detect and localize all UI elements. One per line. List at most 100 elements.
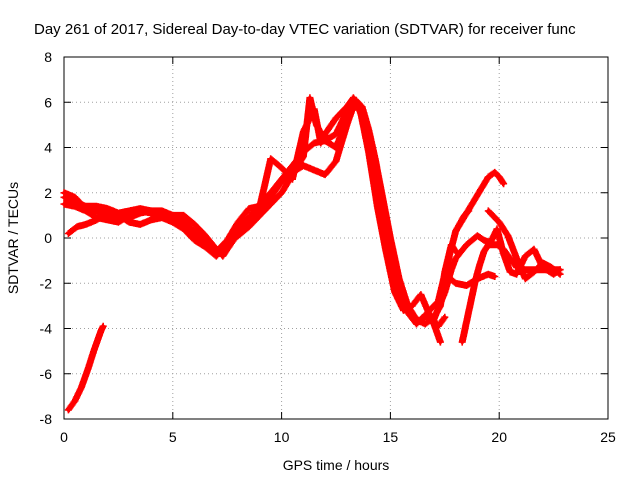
data-point — [86, 367, 90, 372]
series-track-10 — [484, 207, 564, 283]
data-point — [99, 328, 103, 333]
data-point — [105, 211, 110, 215]
y-tick-label: -4 — [40, 321, 53, 337]
x-tick-label: 20 — [491, 429, 507, 445]
data-point — [443, 272, 447, 277]
data-point — [105, 218, 110, 222]
data-point — [371, 150, 375, 154]
series-track-5 — [64, 94, 444, 346]
data-point — [414, 322, 419, 326]
plus-markers — [64, 94, 444, 346]
data-point — [181, 218, 186, 222]
data-point — [464, 283, 469, 288]
data-point — [469, 299, 473, 304]
data-point — [268, 202, 273, 206]
data-point — [181, 227, 186, 231]
y-tick-label: 2 — [44, 185, 52, 201]
series-track-9 — [452, 168, 508, 235]
data-point — [497, 220, 502, 224]
x-tick-label: 0 — [60, 429, 68, 445]
data-point — [423, 322, 428, 326]
data-point — [94, 218, 99, 222]
data-point — [79, 385, 84, 390]
data-point — [334, 116, 338, 120]
data-point — [62, 190, 66, 195]
data-point — [486, 272, 491, 277]
data-point — [334, 132, 338, 136]
data-point — [475, 276, 480, 281]
data-point — [301, 154, 306, 159]
data-point — [432, 317, 436, 322]
data-point — [453, 256, 458, 261]
data-point — [445, 263, 449, 267]
data-point — [495, 242, 499, 247]
x-tick-label: 15 — [383, 429, 399, 445]
data-point — [218, 249, 223, 254]
data-point — [214, 254, 219, 258]
data-point — [540, 261, 545, 265]
data-point — [318, 141, 323, 145]
y-tick-label: -8 — [40, 411, 53, 427]
data-point — [73, 399, 77, 403]
data-point — [540, 267, 545, 272]
data-point — [192, 222, 197, 227]
data-point — [236, 233, 240, 238]
data-point — [523, 254, 528, 258]
data-point — [62, 195, 66, 200]
data-point — [514, 272, 519, 277]
data-point — [127, 220, 132, 224]
data-point — [501, 247, 506, 252]
data-point — [171, 220, 175, 224]
data-point — [523, 276, 528, 281]
data-point — [66, 408, 71, 412]
data-point — [203, 245, 208, 249]
data-point — [475, 193, 480, 197]
data-point — [443, 290, 447, 295]
x-axis-label: GPS time / hours — [283, 457, 390, 473]
data-point — [490, 242, 495, 247]
grid-lines — [64, 57, 608, 419]
data-point — [334, 159, 338, 163]
series-track-1 — [64, 322, 107, 414]
data-point — [438, 340, 443, 344]
y-axis-label: SDTVAR / TECUs — [5, 182, 21, 294]
data-point — [388, 249, 393, 254]
data-point — [362, 116, 367, 120]
data-point — [497, 175, 502, 179]
y-tick-label: -6 — [40, 366, 53, 382]
data-point — [171, 213, 175, 218]
chart-title: Day 261 of 2017, Sidereal Day-to-day VTE… — [34, 21, 576, 38]
data-point — [432, 322, 436, 326]
x-tick-label: 5 — [169, 429, 177, 445]
data-point — [443, 315, 447, 319]
data-point — [482, 238, 486, 243]
data-point — [475, 233, 480, 238]
data-point — [92, 347, 97, 351]
data-point — [423, 313, 428, 317]
data-point — [116, 220, 121, 224]
data-point — [290, 172, 295, 177]
data-point — [351, 95, 356, 100]
data-point — [105, 206, 110, 211]
data-point — [477, 263, 482, 267]
data-point — [279, 166, 284, 170]
data-point — [506, 233, 510, 238]
data-point — [532, 247, 536, 252]
data-point — [375, 204, 380, 209]
data-point — [464, 319, 469, 324]
y-tick-label: 0 — [44, 230, 52, 246]
x-tick-label: 25 — [600, 429, 616, 445]
data-point — [279, 177, 284, 181]
data-point — [312, 141, 317, 145]
series-track-8 — [441, 270, 499, 289]
data-point — [508, 256, 512, 261]
data-point — [495, 227, 499, 231]
data-point — [83, 209, 88, 213]
data-point — [101, 324, 105, 329]
data-point — [514, 256, 519, 261]
data-point — [73, 200, 77, 204]
data-point — [410, 304, 414, 308]
data-point — [247, 215, 251, 220]
axis-ticks: 0 5 10 15 20 25 -8 -6 -4 -2 0 2 4 6 8 — [40, 49, 616, 445]
